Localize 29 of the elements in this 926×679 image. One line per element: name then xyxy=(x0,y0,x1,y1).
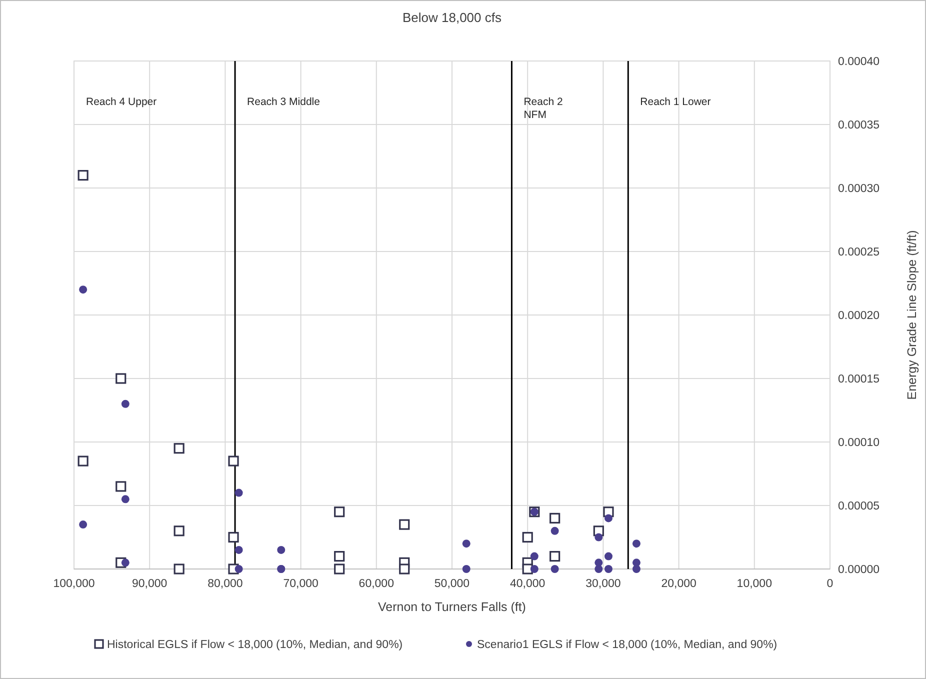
x-tick-label: 70,000 xyxy=(283,578,318,590)
y-tick-label: 0.00005 xyxy=(838,500,880,512)
annotation: Reach 1 Lower xyxy=(640,96,712,108)
annotation: Reach 4 Upper xyxy=(86,96,158,108)
y-tick-label: 0.00030 xyxy=(838,183,880,195)
x-tick-label: 10,000 xyxy=(736,578,772,590)
legend-label: Historical EGLS if Flow < 18,000 (10%, Median, and 90%) xyxy=(107,639,403,651)
y-tick-label: 0.00035 xyxy=(838,120,880,132)
y-tick-label: 0.00010 xyxy=(838,437,880,449)
annotation: Reach 2 NFM xyxy=(524,96,563,121)
y-tick-label: 0.00025 xyxy=(838,246,880,258)
x-axis-title: Vernon to Turners Falls (ft) xyxy=(378,600,526,614)
y-tick-label: 0.00015 xyxy=(838,374,880,386)
y-axis-title: Energy Grade Line Slope (ft/ft) xyxy=(905,230,919,400)
y-tick-label: 0.00020 xyxy=(838,310,880,322)
y-tick-label: 0.00000 xyxy=(838,564,880,576)
x-tick-label: 20,000 xyxy=(661,578,696,590)
x-tick-label: 100,000 xyxy=(53,578,95,590)
x-tick-label: 60,000 xyxy=(358,578,394,590)
legend-label: Scenario1 EGLS if Flow < 18,000 (10%, Median, and 90%) xyxy=(477,639,778,651)
x-tick-label: 50,000 xyxy=(434,578,470,590)
chart-title: Below 18,000 cfs xyxy=(402,10,502,25)
x-tick-label: 90,000 xyxy=(132,578,168,590)
annotation: Reach 3 Middle xyxy=(247,96,320,108)
x-tick-label: 80,000 xyxy=(208,578,243,590)
y-tick-label: 0.00040 xyxy=(838,56,880,68)
x-tick-label: 0 xyxy=(826,578,834,590)
x-tick-label: 30,000 xyxy=(586,578,621,590)
x-tick-label: 40,000 xyxy=(510,578,546,590)
